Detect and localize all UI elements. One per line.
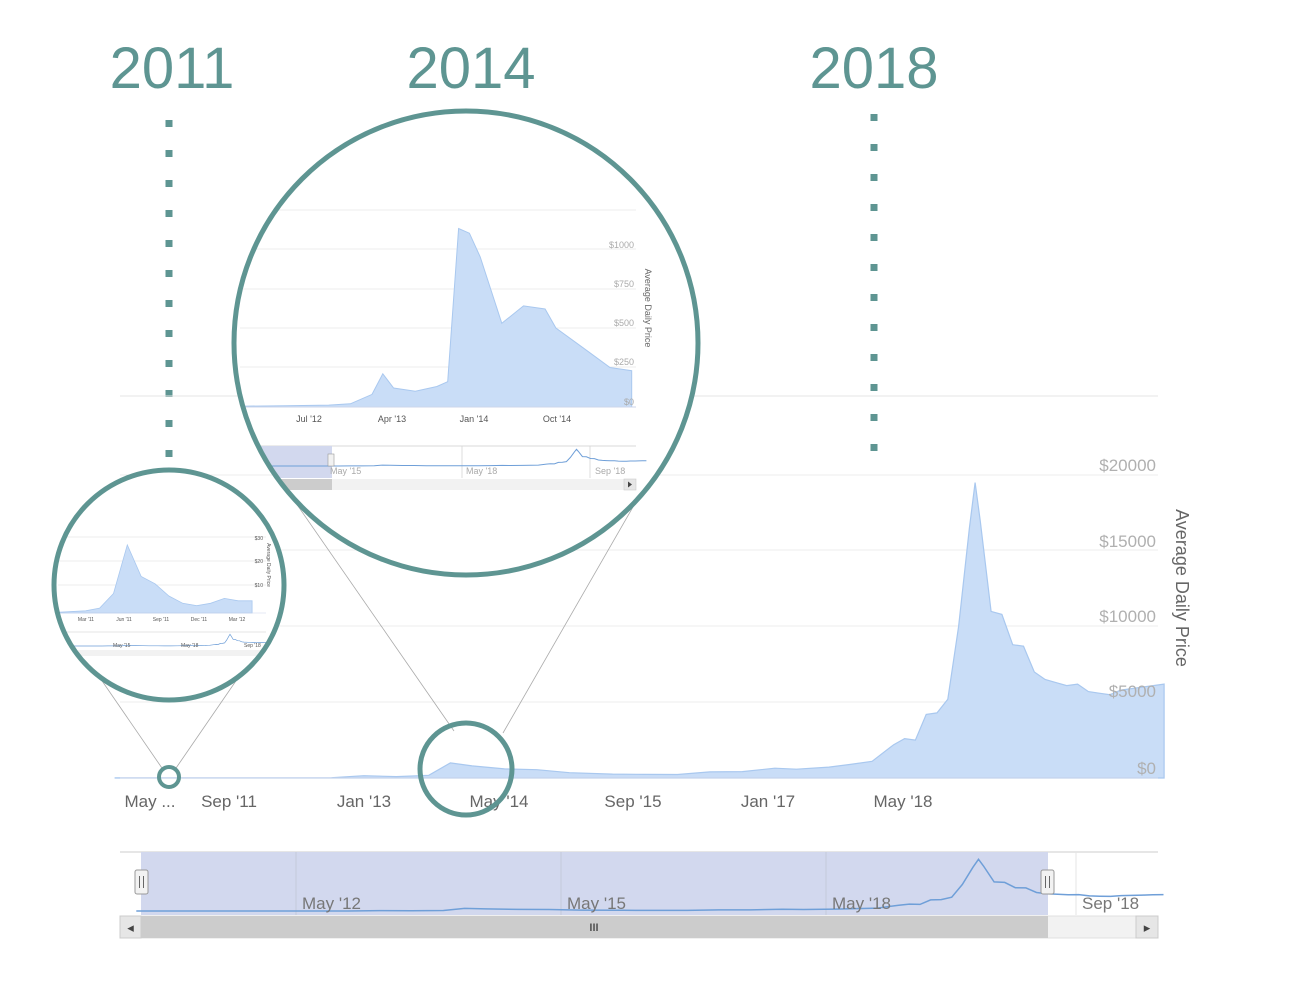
year-label-2014: 2014 bbox=[406, 36, 535, 101]
zoom-x-tick: Mar '12 bbox=[229, 617, 246, 623]
y-axis-title: Average Daily Price bbox=[1172, 509, 1192, 667]
x-tick-jan-17: Jan '17 bbox=[741, 792, 795, 811]
scroll-right-arrow-icon: ▸ bbox=[1144, 921, 1151, 936]
zoom-y-tick: $10 bbox=[255, 583, 264, 589]
zoom-navigator-series bbox=[59, 633, 268, 647]
x-tick-jan-13: Jan '13 bbox=[337, 792, 391, 811]
y-tick-20000: $20000 bbox=[1099, 456, 1156, 475]
x-tick-may: May ... bbox=[124, 792, 175, 811]
x-tick-sep-11: Sep '11 bbox=[201, 792, 257, 811]
zoom-price-area bbox=[57, 543, 253, 614]
year-label-2011: 2011 bbox=[110, 36, 235, 101]
y-tick-5000: $5000 bbox=[1109, 682, 1156, 701]
zoom-navigator-tick: Sep '18 bbox=[244, 643, 261, 649]
navigator-selected-range[interactable] bbox=[141, 852, 1048, 915]
zoom-y-axis-title: Average Daily Price bbox=[643, 269, 653, 348]
zoom-y-tick: $0 bbox=[624, 397, 634, 407]
scroll-left-button[interactable] bbox=[119, 915, 142, 939]
zoom-navigator-tick: May '18 bbox=[466, 466, 497, 476]
zoom-lens-border bbox=[231, 108, 701, 578]
year-label-2018: 2018 bbox=[809, 36, 938, 101]
zoom-inset-2014: $1000 $750 $500 $250 $0 Average Daily Pr… bbox=[231, 108, 701, 578]
zoom-y-axis-title: Average Daily Price bbox=[265, 543, 271, 587]
zoom-inset-2011: Mar '11 Jun '11 Sep '11 Dec '11 Mar '12 … bbox=[51, 467, 287, 703]
zoom-x-tick: Jul '12 bbox=[296, 414, 322, 424]
zoom-y-tick: $750 bbox=[614, 279, 634, 289]
zoom-x-tick: Jun '11 bbox=[116, 617, 132, 623]
zoom-source-2014 bbox=[417, 720, 515, 818]
zoom-y-tick: $500 bbox=[614, 318, 634, 328]
zoom-navigator-handle bbox=[327, 453, 335, 467]
x-tick-sep-15: Sep '15 bbox=[604, 792, 661, 811]
y-tick-15000: $15000 bbox=[1099, 532, 1156, 551]
scrollbar-thumb[interactable] bbox=[141, 916, 1048, 938]
zoom-x-tick: Jan '14 bbox=[460, 414, 489, 424]
y-tick-0: $0 bbox=[1137, 759, 1156, 778]
navigator-tick-may-15: May '15 bbox=[567, 894, 626, 913]
zoom-lens-border bbox=[51, 467, 287, 703]
zoom-connector bbox=[272, 469, 455, 732]
navigator-tick-sep-18: Sep '18 bbox=[1082, 894, 1139, 913]
zoom-connector bbox=[173, 674, 241, 772]
zoom-grid bbox=[58, 536, 266, 586]
zoom-y-tick: $20 bbox=[255, 559, 264, 565]
zoom-scroll-right-arrow-icon bbox=[628, 481, 632, 488]
navigator-series bbox=[136, 858, 1164, 912]
scroll-right-button[interactable] bbox=[1135, 915, 1159, 939]
zoom-navigator-tick: May '18 bbox=[181, 643, 199, 649]
zoom-navigator-tick: May '15 bbox=[330, 466, 361, 476]
zoom-navigator-tick: May '15 bbox=[113, 643, 131, 649]
zoom-navigator-series bbox=[258, 448, 647, 467]
main-chart: $20000 $15000 $10000 $5000 $0 Average Da… bbox=[114, 395, 1192, 811]
zoom-scrollbar-thumb bbox=[240, 479, 332, 490]
navigator-tick-may-12: May '12 bbox=[302, 894, 361, 913]
zoom-connector bbox=[97, 674, 165, 772]
scrollbar-grip: III bbox=[589, 922, 598, 934]
zoom-price-area bbox=[241, 227, 633, 408]
x-tick-may-18: May '18 bbox=[874, 792, 933, 811]
navigator-tick-may-18: May '18 bbox=[832, 894, 891, 913]
zoom-navigator-range bbox=[240, 446, 332, 478]
navigator-handle-right[interactable] bbox=[1040, 869, 1055, 895]
zoom-source-2011 bbox=[157, 765, 181, 789]
zoom-y-tick: $30 bbox=[255, 536, 264, 542]
zoom-y-tick: $1000 bbox=[609, 240, 634, 250]
zoom-y-tick: $250 bbox=[614, 357, 634, 367]
y-tick-10000: $10000 bbox=[1099, 607, 1156, 626]
navigator[interactable]: May '12 May '15 May '18 Sep '18 III ◂ ▸ bbox=[119, 851, 1164, 939]
zoom-x-tick: Mar '11 bbox=[78, 617, 94, 623]
zoom-navigator-tick: Sep '18 bbox=[595, 466, 625, 476]
zoom-scrollbar-track bbox=[240, 479, 636, 490]
navigator-handle-left[interactable] bbox=[134, 869, 149, 895]
zoom-x-tick: Dec '11 bbox=[191, 617, 208, 623]
zoom-x-tick: Apr '13 bbox=[378, 414, 406, 424]
zoom-scrollbar-track bbox=[58, 650, 266, 656]
zoom-x-tick: Sep '11 bbox=[153, 617, 170, 623]
price-area bbox=[114, 482, 1165, 779]
scroll-left-arrow-icon: ◂ bbox=[127, 921, 134, 936]
zoom-x-tick: Oct '14 bbox=[543, 414, 571, 424]
